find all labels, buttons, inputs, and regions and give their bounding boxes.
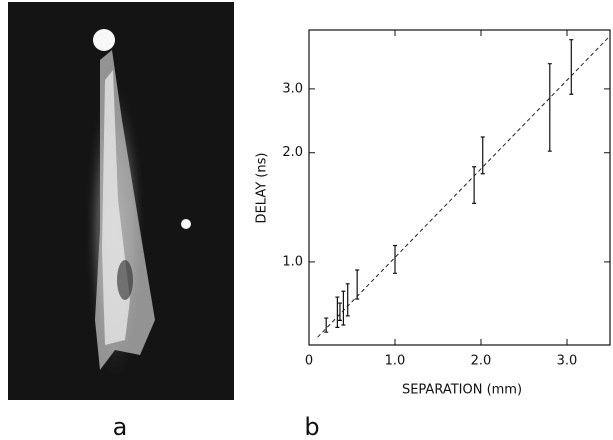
y-tick-label: 1.0 [282,254,303,269]
fit-line [317,35,611,338]
error-bar [472,166,477,204]
panel-label: b [304,413,319,440]
plot-frame [308,29,611,346]
error-bar [345,283,350,317]
error-bar [480,136,485,175]
x-tick-label: 1.0 [385,354,406,369]
error-bar [393,244,397,274]
error-bar [337,302,342,321]
y-tick-label: 2.0 [282,145,303,160]
error-bar [547,63,552,152]
panel-label: a [113,413,128,440]
error-bar [324,317,329,333]
y-tick-label: 3.0 [282,81,303,96]
error-bar [355,269,360,300]
error-bar [335,296,340,328]
y-axis-label: DELAY (ns) [255,153,270,224]
x-tick-label: 0 [305,354,313,369]
error-bar [569,39,574,95]
photo [8,2,234,400]
x-axis-label: SEPARATION (mm) [402,383,522,398]
error-bar [341,290,346,326]
x-tick-label: 2.0 [471,354,492,369]
x-tick-label: 3.0 [557,354,578,369]
